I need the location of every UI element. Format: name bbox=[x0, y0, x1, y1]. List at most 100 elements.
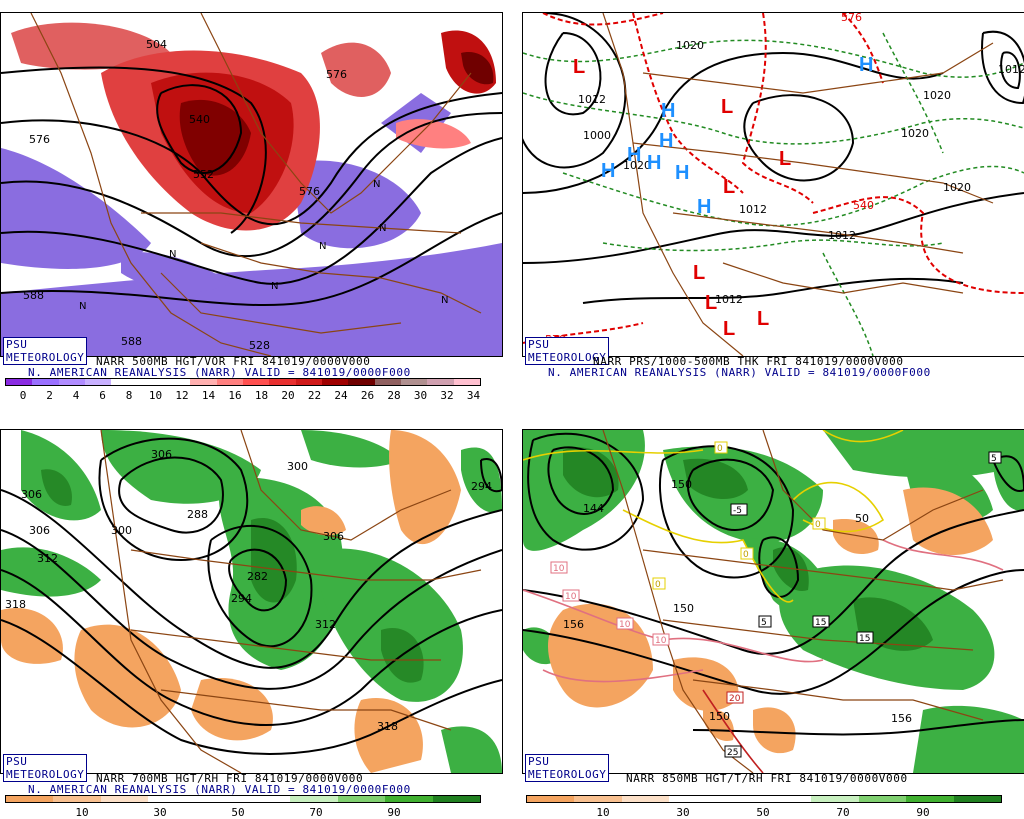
colorbar-tick-label: 0 bbox=[19, 389, 27, 402]
colorbar-swatch bbox=[858, 796, 907, 802]
colorbar-tick-label: 50 bbox=[231, 806, 245, 819]
contour-label: 306 bbox=[151, 448, 172, 461]
colorbar-swatch bbox=[190, 379, 217, 385]
null-marker: N bbox=[441, 295, 448, 306]
low-pressure-marker: L bbox=[705, 292, 717, 314]
null-marker: N bbox=[169, 249, 176, 260]
contour-label: 306 bbox=[323, 530, 344, 543]
colorbar-tick-label: 8 bbox=[125, 389, 133, 402]
low-pressure-marker: L bbox=[779, 148, 791, 170]
contour-label: 312 bbox=[37, 552, 58, 565]
temperature-label: 20 bbox=[729, 694, 741, 704]
thickness-label: 540 bbox=[853, 199, 874, 212]
height-label: 156 bbox=[563, 618, 584, 631]
colorbar-tick-label: 4 bbox=[72, 389, 80, 402]
high-pressure-marker: H bbox=[675, 162, 689, 184]
height-label: 150 bbox=[709, 710, 730, 723]
colorbar-tick-label: 32 bbox=[440, 389, 454, 402]
temperature-label: 25 bbox=[727, 748, 738, 758]
low-pressure-marker: L bbox=[573, 56, 585, 78]
low-pressure-marker: L bbox=[723, 318, 735, 340]
isobar-label: 1020 bbox=[901, 127, 929, 140]
contour-label: 300 bbox=[111, 524, 132, 537]
temperature-label: -5 bbox=[733, 506, 742, 516]
thickness-label: 576 bbox=[841, 13, 862, 24]
colorbar-swatch bbox=[400, 379, 428, 385]
panel-caption: NARR 850MB HGT/T/RH FRI 841019/0000V000 bbox=[626, 772, 908, 785]
colorbar-swatch bbox=[137, 379, 164, 385]
temp850-map: 144 150 156 150 150 156 10 10 10 10 20 2… bbox=[522, 429, 1024, 774]
colorbar-tick-label: 70 bbox=[309, 806, 323, 819]
isobar-label: 1020 bbox=[676, 39, 704, 52]
colorbar-tick-label: 10 bbox=[75, 806, 89, 819]
null-marker: N bbox=[379, 223, 386, 234]
colorbar-tick-label: 10 bbox=[148, 389, 163, 402]
contour-label: 294 bbox=[471, 480, 492, 493]
low-pressure-marker: L bbox=[757, 308, 769, 330]
temperature-label: 0 bbox=[815, 520, 821, 530]
vorticity-map: 504 576 576 588 576 528 540 552 N N N N … bbox=[0, 12, 503, 357]
panel-caption: NARR 500MB HGT/VOR FRI 841019/0000V000 bbox=[96, 355, 371, 368]
contour-label: 306 bbox=[21, 488, 42, 501]
colorbar-tick-label: 90 bbox=[916, 806, 930, 819]
colorbar-swatch bbox=[574, 796, 622, 802]
high-pressure-marker: H bbox=[659, 130, 673, 152]
rh-colorbar-ticks: 10 30 50 70 90 bbox=[526, 806, 1002, 819]
contour-label: 312 bbox=[315, 618, 336, 631]
colorbar-swatch bbox=[243, 796, 291, 802]
pressure-map: 1012 1020 1020 1020 1012 1012 1012 1020 … bbox=[522, 12, 1024, 357]
contour-label: 294 bbox=[231, 592, 252, 605]
colorbar-tick-label: 28 bbox=[387, 389, 401, 402]
colorbar-swatch bbox=[6, 379, 33, 385]
contour-label: 288 bbox=[187, 508, 208, 521]
colorbar-tick-label: 30 bbox=[153, 806, 167, 819]
high-pressure-marker: H bbox=[661, 100, 675, 122]
height-label: 156 bbox=[891, 712, 912, 725]
isobar-label: 1020 bbox=[923, 89, 951, 102]
colorbar-tick-label: 6 bbox=[99, 389, 106, 402]
colorbar-swatch bbox=[290, 796, 338, 802]
colorbar-tick-label: 20 bbox=[281, 389, 295, 402]
contour-label: 552 bbox=[193, 168, 214, 181]
panel-caption: NARR PRS/1000-500MB THK FRI 841019/0000V… bbox=[593, 355, 904, 368]
colorbar-tick-label: 10 bbox=[596, 806, 610, 819]
low-pressure-marker: L bbox=[723, 176, 735, 198]
colorbar-swatch bbox=[716, 796, 765, 802]
temperature-label: 10 bbox=[655, 636, 667, 646]
height-label: 150 bbox=[673, 602, 694, 615]
psu-meteorology-logo: PSU METEOROLOGY bbox=[3, 754, 88, 782]
high-pressure-marker: H bbox=[601, 160, 615, 182]
temperature-label: 5 bbox=[761, 618, 767, 628]
colorbar-swatch bbox=[195, 796, 244, 802]
colorbar-swatch bbox=[337, 796, 386, 802]
temperature-label: 0 bbox=[655, 580, 661, 590]
panel-valid-caption: N. AMERICAN REANALYSIS (NARR) VALID = 84… bbox=[28, 366, 411, 379]
height-label: 50 bbox=[855, 512, 869, 525]
high-pressure-marker: H bbox=[627, 144, 641, 166]
colorbar-tick-label: 12 bbox=[175, 389, 189, 402]
low-pressure-marker: L bbox=[721, 96, 733, 118]
null-marker: N bbox=[373, 179, 380, 190]
vorticity-colorbar bbox=[5, 378, 481, 386]
colorbar-swatch bbox=[32, 379, 59, 385]
colorbar-tick-label: 2 bbox=[46, 389, 53, 402]
temperature-label: 10 bbox=[619, 620, 631, 630]
colorbar-swatch bbox=[321, 379, 349, 385]
contour-label: 576 bbox=[299, 185, 320, 198]
panel-caption: NARR 700MB HGT/RH FRI 841019/0000V000 bbox=[96, 772, 364, 785]
colorbar-swatch bbox=[53, 796, 101, 802]
null-marker: N bbox=[79, 301, 86, 312]
colorbar-swatch bbox=[216, 379, 243, 385]
high-pressure-marker: H bbox=[647, 152, 661, 174]
high-pressure-marker: H bbox=[697, 196, 711, 218]
low-pressure-marker: L bbox=[693, 262, 705, 284]
height-label: 144 bbox=[583, 502, 604, 515]
colorbar-tick-label: 30 bbox=[413, 389, 428, 402]
null-marker: N bbox=[271, 281, 278, 292]
colorbar-swatch bbox=[906, 796, 954, 802]
colorbar-tick-label: 14 bbox=[201, 389, 216, 402]
isobar-label: 1012 bbox=[578, 93, 606, 106]
temperature-label: 0 bbox=[717, 444, 723, 454]
panel-valid-caption: N. AMERICAN REANALYSIS (NARR) VALID = 84… bbox=[28, 783, 411, 796]
colorbar-swatch bbox=[621, 796, 670, 802]
